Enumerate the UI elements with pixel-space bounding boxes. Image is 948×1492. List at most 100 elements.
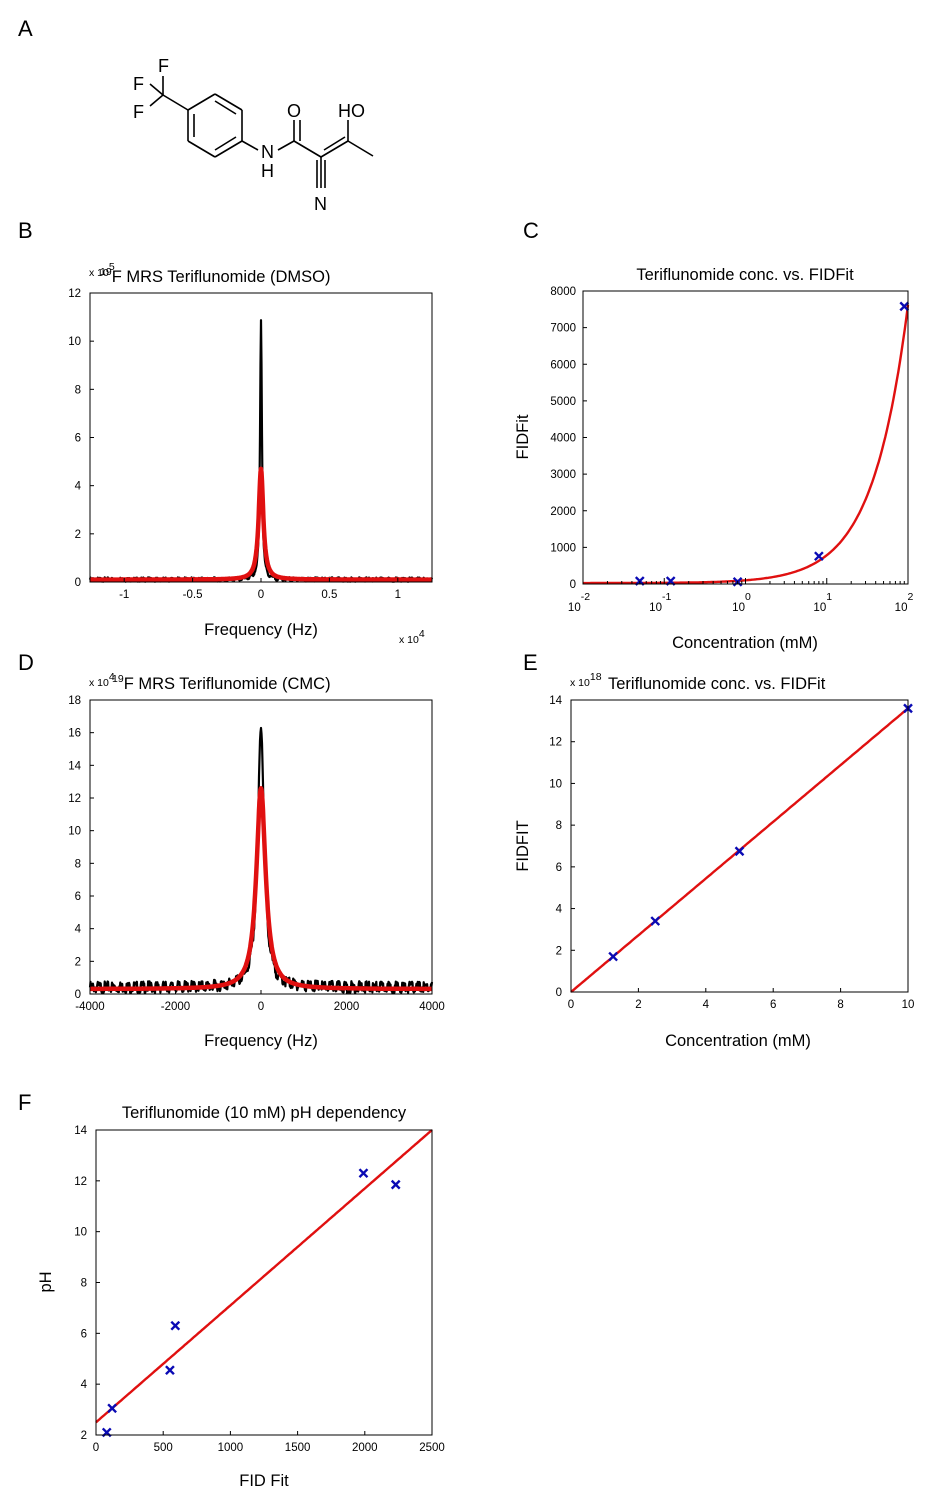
- chart-f: 0 500 1000 1500 2000 2500 2 4 6 8 10 12 14 Terifluno…: [37, 1104, 445, 1490]
- chart-c-x-tick-label: 101: [813, 591, 832, 614]
- chart-f-y-tick-label: 14: [74, 1125, 87, 1137]
- chart-e-data-point: [608, 951, 618, 962]
- chart-c-data-point-stroke: [814, 551, 824, 562]
- hydroxyl-label: HO: [338, 101, 365, 121]
- x-axis-label-b: Frequency (Hz): [204, 621, 318, 639]
- ring-inner-bond-2: [214, 136, 237, 151]
- chart-c-x-tick-exponent: 0: [745, 591, 751, 603]
- chart-d-y-tick-label: 0: [75, 989, 81, 1001]
- fit-and-points-f: [95, 1129, 433, 1438]
- ticks-f: 0 500 1000 1500 2000 2500 2 4 6 8 10 12 14: [74, 1125, 445, 1454]
- chart-e-y-tick-label: 14: [549, 695, 562, 707]
- chart-c-data-point-stroke: [899, 301, 910, 312]
- y-axis-label-e: FIDFIT: [514, 820, 532, 871]
- chart-f-x-tick-label: 0: [93, 1442, 99, 1454]
- chart-b-x-tick-label: -1: [119, 589, 129, 601]
- chart-d-y-tick-label: 2: [75, 956, 81, 968]
- panel-label-d: D: [18, 650, 34, 675]
- title-text-d: F MRS Teriflunomide (CMC): [124, 675, 331, 693]
- y-multiplier-exp-b: 5: [109, 261, 115, 273]
- chart-c-x-tick-exponent: 2: [907, 591, 913, 603]
- chart-title-e: Teriflunomide conc. vs. FIDFit: [608, 675, 826, 693]
- chart-f-y-tick-label: 4: [81, 1379, 88, 1391]
- chart-d-y-tick-label: 8: [75, 858, 81, 870]
- chart-b-x-tick-label: 0: [258, 589, 264, 601]
- fluorine-label-2: F: [133, 74, 144, 94]
- chart-d: -4000 -2000 0 2000 4000 0 2 4 6 8 10 12 14 16 18 19F M…: [68, 671, 445, 1050]
- chart-c-y-tick-label: 7000: [550, 323, 576, 335]
- y-axis-label-c: FIDFit: [514, 414, 532, 459]
- panel-label-b: B: [18, 218, 33, 243]
- chart-b-y-tick-label: 10: [68, 336, 81, 348]
- chart-f-data-point: [390, 1179, 401, 1190]
- amide-hydrogen-label: H: [261, 161, 274, 181]
- chart-c-y-tick-label: 4000: [550, 433, 576, 445]
- chart-d-x-tick-label: 4000: [419, 1001, 445, 1013]
- y-multiplier-prefix-e: x 10: [570, 677, 590, 689]
- chart-f-x-tick-label: 1000: [218, 1442, 244, 1454]
- ring-bond-4: [187, 140, 216, 158]
- x-multiplier-prefix-b: x 10: [399, 634, 419, 646]
- chart-c-data-point: [899, 301, 910, 312]
- chart-e-y-tick-label: 0: [556, 987, 562, 999]
- chart-d-y-tick-label: 12: [68, 793, 81, 805]
- n-carbonyl-bond: [277, 140, 295, 151]
- chart-c-y-tick-label: 1000: [550, 542, 576, 554]
- chart-e-x-tick-label: 4: [703, 999, 710, 1011]
- chart-b-y-tick-label: 6: [75, 433, 81, 445]
- chart-f-y-tick-label: 12: [74, 1176, 87, 1188]
- chart-e-x-tick-label: 2: [635, 999, 641, 1011]
- chart-b-x-tick-label: 0.5: [321, 589, 337, 601]
- chart-c-x-tick-base: 10: [895, 602, 908, 614]
- chart-e-x-tick-label: 8: [837, 999, 843, 1011]
- chart-c-x-tick-label: 102: [895, 591, 914, 614]
- panel-label-e: E: [523, 650, 538, 675]
- chart-c-x-tick-base: 10: [568, 602, 581, 614]
- chart-title-f: Teriflunomide (10 mM) pH dependency: [122, 1104, 407, 1122]
- chart-e-x-tick-label: 6: [770, 999, 776, 1011]
- chart-c-x-tick-exponent: 1: [826, 591, 832, 603]
- chart-d-y-tick-label: 14: [68, 760, 81, 772]
- chart-c-x-tick-base: 10: [732, 602, 745, 614]
- alkene-bond-2: [323, 136, 346, 151]
- y-multiplier-b: x 105: [89, 261, 115, 279]
- chart-c-x-tick-label: 10-1: [649, 591, 671, 614]
- title-text-b: F MRS Teriflunomide (DMSO): [112, 268, 331, 286]
- chart-d-x-tick-label: -2000: [161, 1001, 190, 1013]
- carbonyl-alpha-bond: [293, 140, 322, 158]
- chart-f-y-tick-label: 6: [81, 1328, 87, 1340]
- chart-d-series-measured: [88, 726, 434, 995]
- y-multiplier-exp-e: 18: [590, 671, 602, 683]
- chart-f-data-point: [358, 1168, 369, 1179]
- chart-title-d: 19F MRS Teriflunomide (CMC): [112, 673, 331, 693]
- chart-e-data-point-stroke: [734, 846, 745, 857]
- ticks-e: 0 2 4 6 8 10 0 2 4 6 8 10 12 14: [549, 695, 914, 1011]
- chart-c-y-tick-label: 8000: [550, 286, 576, 298]
- chart-f-data-point-stroke: [165, 1365, 175, 1376]
- amide-nitrogen-label: N: [261, 142, 274, 162]
- chart-d-y-tick-label: 16: [68, 728, 81, 740]
- chart-c-x-tick-label: 100: [732, 591, 751, 614]
- chart-f-x-tick-label: 2500: [419, 1442, 445, 1454]
- chart-f-y-tick-label: 8: [81, 1278, 87, 1290]
- panel-label-f: F: [18, 1090, 31, 1115]
- chart-b-x-tick-label: -0.5: [183, 589, 203, 601]
- chart-c-y-tick-label: 5000: [550, 396, 576, 408]
- x-axis-label-f: FID Fit: [239, 1472, 289, 1490]
- chart-title-c: Teriflunomide conc. vs. FIDFit: [636, 266, 854, 284]
- chart-c-x-tick-label: 10-2: [568, 591, 590, 614]
- plot-frame-e: [570, 699, 909, 993]
- chart-d-x-tick-label: 2000: [334, 1001, 360, 1013]
- chart-f-fit-line: [95, 1129, 433, 1424]
- chart-c-x-tick-base: 10: [649, 602, 662, 614]
- chart-b-y-tick-label: 0: [75, 577, 81, 589]
- cf-bond-2: [149, 83, 164, 96]
- chart-b-y-tick-label: 8: [75, 384, 81, 396]
- chart-f-x-tick-label: 500: [154, 1442, 173, 1454]
- chart-f-y-tick-label: 2: [81, 1430, 87, 1442]
- chart-f-data-point-stroke: [107, 1403, 117, 1414]
- x-axis-label-e: Concentration (mM): [665, 1032, 811, 1050]
- chart-d-y-tick-label: 6: [75, 891, 81, 903]
- chart-c-x-tick-exponent: -2: [581, 591, 590, 603]
